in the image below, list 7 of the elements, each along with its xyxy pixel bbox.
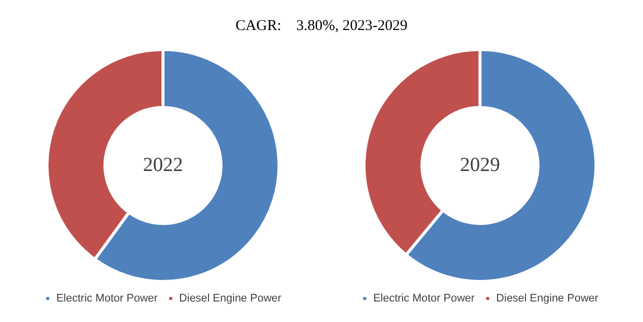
- legend-label: Electric Motor Power: [56, 292, 158, 305]
- legend-label: Electric Motor Power: [373, 292, 476, 305]
- text: CAGR: 3.80%, 2023-2029: [234, 17, 409, 36]
- legend-label: Diesel Engine Power: [179, 292, 282, 305]
- text: 2022: [143, 154, 183, 176]
- text: 2029: [460, 154, 500, 176]
- legend-label: Diesel Engine Power: [496, 292, 599, 305]
